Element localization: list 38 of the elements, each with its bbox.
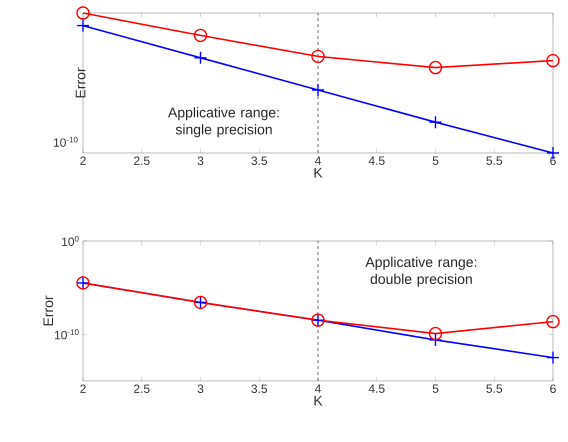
- x-tick-label: 3: [198, 156, 204, 166]
- point: [194, 28, 208, 42]
- point: [546, 54, 560, 68]
- x-tick-label: 6: [550, 156, 556, 166]
- x-tick-label: 3.5: [251, 384, 268, 394]
- x-axis-title: K: [314, 396, 323, 406]
- x-tick-label: 3: [198, 384, 204, 394]
- annotation: Applicative range: double precision: [365, 256, 476, 287]
- x-tick-label: 2: [80, 156, 86, 165]
- x-tick-label: 4: [314, 156, 321, 165]
- point: [546, 314, 560, 328]
- y-axis-title: Error: [76, 68, 86, 98]
- point: [428, 333, 442, 347]
- annotation: Applicative range: single precision: [168, 107, 279, 138]
- y-axis-title: Error: [43, 296, 54, 326]
- x-tick-label: 3.5: [251, 156, 268, 166]
- x-tick-label: 2.5: [134, 384, 150, 394]
- x-tick-label: 2: [80, 384, 86, 393]
- x-tick-label: 5: [432, 384, 438, 393]
- x-tick-label: 5.5: [486, 156, 502, 165]
- x-tick-label: 4.5: [368, 156, 385, 165]
- x-axis-title: K: [314, 168, 323, 178]
- x-tick-label: 2.5: [134, 156, 150, 166]
- x-tick-label: 4.5: [368, 384, 385, 393]
- x-tick-label: 4: [314, 384, 321, 393]
- point: [428, 60, 442, 74]
- point: [194, 51, 208, 64]
- x-tick-label: 6: [550, 384, 556, 394]
- point: [311, 50, 325, 64]
- point: [428, 115, 442, 129]
- x-tick-label: 5.5: [486, 384, 502, 393]
- point: [428, 326, 442, 340]
- x-tick-label: 5: [432, 156, 438, 165]
- y-tick-label: 10$^{0}$: [62, 236, 79, 246]
- point: [546, 350, 560, 364]
- point: [311, 83, 325, 97]
- point: [76, 18, 90, 32]
- point: [76, 6, 90, 20]
